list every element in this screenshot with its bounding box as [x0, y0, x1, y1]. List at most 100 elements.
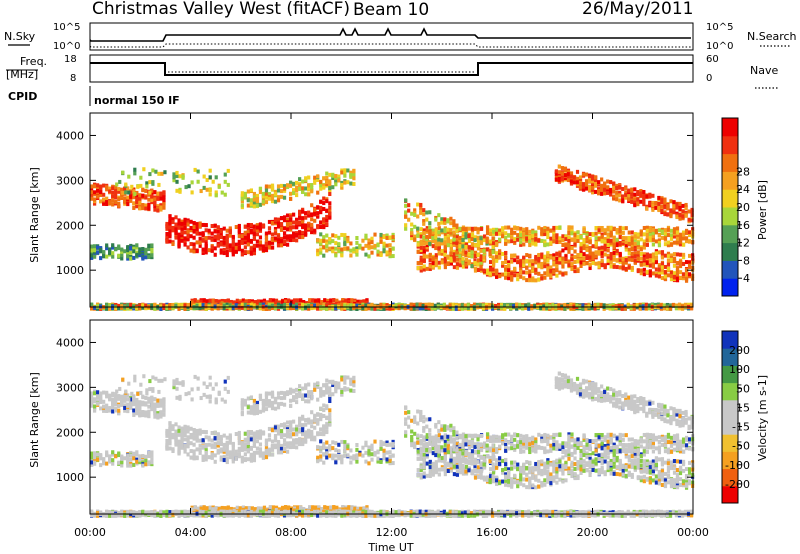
- power-cell: [138, 306, 142, 311]
- power-cell: [355, 248, 359, 253]
- power-cell: [325, 222, 329, 227]
- power-cell: [633, 234, 637, 239]
- power-cell: [120, 193, 124, 198]
- power-cell: [624, 243, 628, 248]
- power-cell: [192, 224, 196, 229]
- power-cell: [618, 193, 622, 198]
- power-cell: [352, 172, 356, 177]
- power-cell: [557, 170, 562, 175]
- power-cell: [307, 304, 311, 309]
- power-cell: [337, 249, 341, 254]
- power-cell: [663, 277, 668, 282]
- power-cell: [288, 215, 293, 220]
- power-cell: [537, 262, 541, 267]
- power-cell: [573, 249, 577, 254]
- nsky-trace: [89, 27, 691, 42]
- power-cell: [240, 234, 244, 239]
- power-cell: [280, 299, 285, 304]
- power-cell: [666, 273, 671, 278]
- power-cell: [606, 258, 610, 263]
- power-cell: [416, 214, 420, 219]
- power-cell: [425, 254, 429, 259]
- power-cell: [552, 239, 556, 244]
- power-cell: [243, 245, 247, 250]
- power-cell: [343, 233, 347, 238]
- power-cell: [570, 262, 574, 267]
- power-cell: [669, 228, 674, 233]
- power-cell: [434, 235, 438, 240]
- power-cell: [307, 213, 311, 218]
- power-cell: [276, 195, 281, 200]
- power-cell: [663, 236, 668, 241]
- power-cell: [437, 213, 441, 218]
- power-cell: [352, 247, 356, 252]
- nave-tick-top: 60: [706, 54, 719, 65]
- power-cell: [225, 249, 229, 254]
- power-cell: [144, 247, 148, 252]
- power-cell: [482, 238, 487, 243]
- power-cell: [678, 264, 683, 269]
- power-cell: [418, 302, 422, 307]
- power-cell: [343, 240, 347, 245]
- power-cell: [570, 237, 574, 242]
- power-cell: [364, 252, 368, 257]
- power-cell: [534, 230, 538, 235]
- power-cell: [621, 198, 625, 203]
- power-cell: [531, 238, 535, 243]
- power-cell: [90, 244, 94, 249]
- power-cell: [90, 248, 94, 253]
- power-cell: [198, 221, 202, 226]
- power-cell: [681, 272, 686, 277]
- power-cell: [443, 256, 447, 261]
- power-cell: [645, 232, 649, 237]
- power-cell: [660, 270, 665, 275]
- power-cell: [618, 198, 622, 203]
- power-cell: [264, 195, 269, 200]
- power-cell: [687, 272, 692, 277]
- power-cell: [603, 231, 607, 236]
- power-cell: [672, 240, 677, 245]
- power-cell: [388, 251, 392, 256]
- power-cell: [612, 238, 616, 243]
- power-cell: [603, 244, 607, 249]
- power-cell: [603, 239, 607, 244]
- power-cell: [210, 303, 214, 308]
- power-cell: [285, 237, 290, 242]
- power-cell: [174, 225, 178, 230]
- power-cell: [663, 212, 667, 217]
- power-cell: [681, 261, 686, 266]
- power-cell: [288, 191, 293, 196]
- power-cell: [642, 245, 646, 250]
- power-cell: [485, 247, 490, 252]
- power-cell: [198, 236, 202, 241]
- power-cell: [204, 236, 208, 241]
- power-cell: [256, 299, 261, 304]
- power-cell: [579, 260, 583, 265]
- power-cell: [578, 181, 583, 186]
- power-cell: [464, 260, 469, 265]
- power-cell: [246, 198, 250, 203]
- power-cell: [403, 305, 407, 310]
- power-cell: [645, 228, 649, 233]
- power-cell: [594, 254, 598, 259]
- power-cell: [638, 306, 642, 311]
- power-cell: [531, 241, 535, 246]
- power-cell: [147, 255, 151, 260]
- power-cell: [557, 176, 562, 181]
- power-cell: [584, 186, 589, 191]
- power-cell: [201, 238, 205, 243]
- power-cell: [276, 188, 281, 193]
- power-cell: [522, 263, 526, 268]
- power-cell: [147, 243, 151, 248]
- power-cell: [255, 232, 260, 237]
- power-cell: [258, 240, 263, 245]
- power-cell: [310, 303, 314, 308]
- power-cell: [609, 225, 613, 230]
- power-cell: [428, 267, 432, 272]
- power-cell: [425, 234, 429, 239]
- power-cell: [515, 304, 519, 309]
- power-cell: [617, 303, 621, 308]
- power-cell: [302, 299, 306, 304]
- power-cell: [147, 206, 151, 211]
- power-cell: [627, 230, 631, 235]
